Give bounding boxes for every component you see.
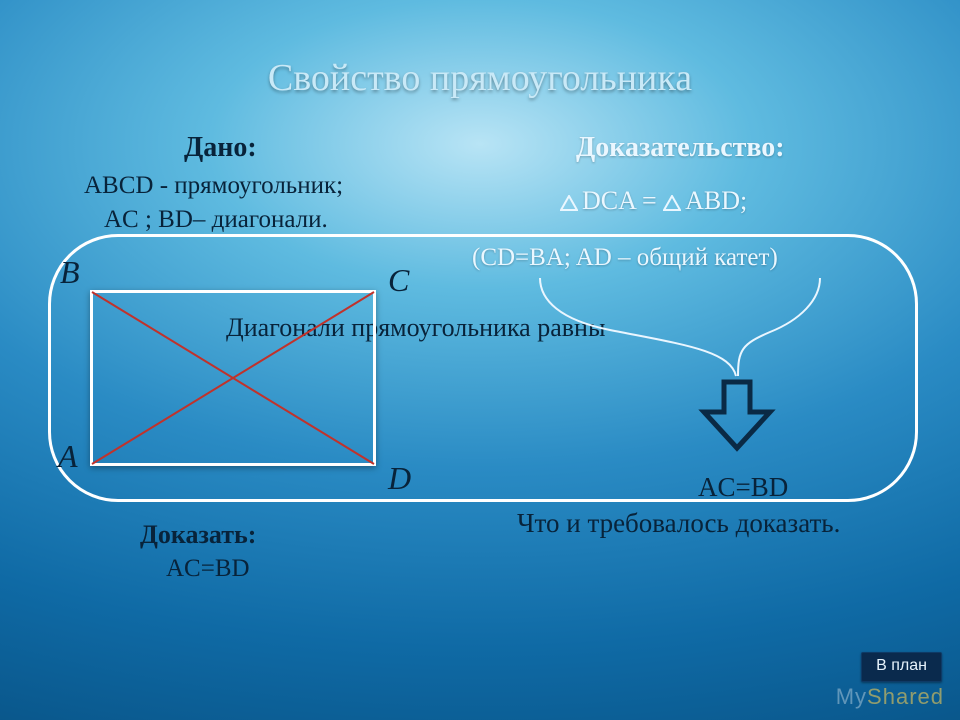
qed-text: Что и требовалось доказать.	[517, 508, 840, 539]
rectangle-diagonals	[90, 290, 376, 466]
prove-equation: AC=BD	[166, 555, 250, 583]
rectangle-diagram	[90, 290, 376, 466]
watermark-accent: Shared	[867, 684, 944, 709]
triangle-icon	[663, 188, 681, 218]
vertex-label-a: A	[58, 438, 78, 475]
triangle-icon	[560, 188, 578, 218]
triangle-right-label: ABD;	[685, 186, 747, 215]
prove-heading: Доказать:	[140, 520, 256, 550]
result-equation: AC=BD	[698, 472, 788, 503]
proof-triangles-equal: DCA = ABD;	[560, 186, 747, 218]
proof-reason: (CD=BA; AD – общий катет)	[472, 244, 778, 272]
proof-heading: Доказательство:	[576, 132, 785, 164]
slide-title: Свойство прямоугольника	[0, 56, 960, 100]
watermark: MyShared	[836, 684, 944, 710]
given-line-2: AC ; BD– диагонали.	[104, 206, 328, 234]
down-arrow-icon	[698, 378, 776, 452]
watermark-pre: My	[836, 684, 867, 709]
slide: Свойство прямоугольника Дано: ABCD - пря…	[0, 0, 960, 720]
vertex-label-c: C	[388, 262, 409, 299]
plan-button[interactable]: В план	[861, 652, 942, 682]
given-line-1: ABCD - прямоугольник;	[84, 172, 343, 200]
equals-text: =	[635, 186, 663, 215]
vertex-label-d: D	[388, 460, 411, 497]
given-heading: Дано:	[184, 132, 257, 164]
vertex-label-b: B	[60, 254, 80, 291]
triangle-left-label: DCA	[582, 186, 635, 215]
